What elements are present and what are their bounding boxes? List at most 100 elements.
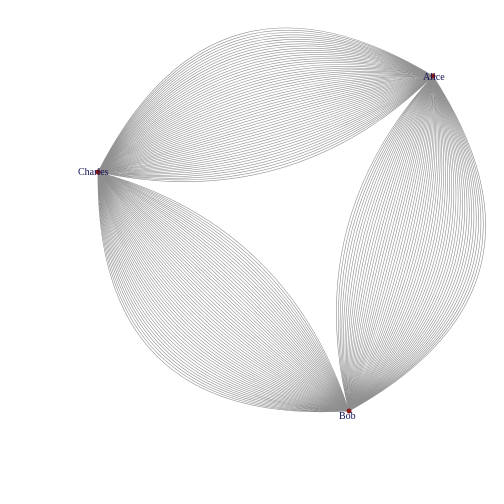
edge-alice-bob <box>348 75 439 412</box>
edge-bob-charles <box>97 171 350 413</box>
edge-alice-charles <box>97 41 434 173</box>
edge-bob-charles <box>97 171 350 412</box>
edge-bob-charles <box>97 171 350 412</box>
edge-alice-bob <box>341 75 434 412</box>
edge-alice-charles <box>97 75 434 173</box>
edge-bob-charles <box>97 171 350 412</box>
node-label-bob: Bob <box>339 411 356 422</box>
edge-bob-charles <box>97 171 350 412</box>
edge-alice-charles <box>97 75 434 181</box>
edge-alice-bob <box>348 75 434 412</box>
edge-alice-charles <box>97 50 434 173</box>
edge-alice-bob <box>348 75 443 412</box>
edge-alice-bob <box>348 75 434 412</box>
edge-bob-charles <box>97 171 350 412</box>
edge-alice-charles <box>97 66 434 173</box>
edge-alice-bob <box>348 75 441 412</box>
edge-alice-bob <box>348 75 472 412</box>
edge-alice-bob <box>339 75 434 412</box>
edge-alice-charles <box>97 75 434 179</box>
edge-bob-charles <box>97 171 350 412</box>
edge-alice-charles <box>97 75 434 173</box>
nodes-layer: Alice Bob Charles <box>78 72 445 422</box>
edge-alice-charles <box>97 75 434 173</box>
edge-alice-bob <box>348 75 470 412</box>
edge-bob-charles <box>97 171 350 412</box>
edge-alice-bob <box>348 75 484 412</box>
edge-alice-bob <box>348 75 434 412</box>
edge-alice-charles <box>97 75 434 173</box>
edge-alice-bob <box>348 75 486 412</box>
edge-alice-bob <box>343 75 434 412</box>
edge-alice-charles <box>97 75 434 173</box>
edge-alice-charles <box>97 75 434 173</box>
edge-alice-bob <box>348 75 434 412</box>
edge-bob-charles <box>97 171 350 412</box>
edge-alice-bob <box>348 75 453 412</box>
edge-alice-charles <box>97 75 434 174</box>
edge-alice-bob <box>348 75 457 412</box>
edge-bob-charles <box>97 171 350 412</box>
edge-bob-charles <box>97 171 350 412</box>
edge-alice-bob <box>348 75 482 412</box>
edge-alice-bob <box>348 75 434 412</box>
edge-alice-charles <box>97 75 434 176</box>
edge-alice-charles <box>97 39 434 173</box>
edge-bob-charles <box>97 171 350 412</box>
edge-bob-charles <box>97 171 350 412</box>
edges-layer <box>97 27 486 413</box>
edge-bob-charles <box>97 171 350 412</box>
edge-bob-charles <box>97 171 350 412</box>
edge-alice-charles <box>97 60 434 173</box>
edge-bob-charles <box>97 171 350 412</box>
edge-alice-charles <box>97 75 434 173</box>
edge-bob-charles <box>97 171 350 412</box>
edge-bob-charles <box>97 171 350 412</box>
edge-alice-charles <box>97 47 434 173</box>
edge-alice-bob <box>348 75 466 412</box>
node-label-charles: Charles <box>78 167 109 178</box>
edge-alice-charles <box>97 58 434 173</box>
edge-bob-charles <box>97 171 350 412</box>
edge-alice-bob <box>348 75 455 412</box>
node-charles <box>95 169 101 175</box>
edge-alice-charles <box>97 73 434 173</box>
edge-bob-charles <box>97 171 350 412</box>
edge-alice-bob <box>348 75 434 412</box>
edge-alice-bob <box>348 75 477 412</box>
edge-bob-charles <box>97 171 350 412</box>
edge-alice-charles <box>97 70 434 173</box>
edge-alice-charles <box>97 69 434 173</box>
edge-alice-bob <box>337 75 434 412</box>
edge-alice-bob <box>348 75 434 412</box>
edge-alice-bob <box>348 75 434 412</box>
edge-alice-bob <box>348 75 435 412</box>
edge-alice-charles <box>97 75 434 173</box>
edge-alice-charles <box>97 75 434 173</box>
edge-alice-charles <box>97 75 434 173</box>
edge-alice-charles <box>97 43 434 173</box>
edge-alice-charles <box>97 64 434 173</box>
edge-bob-charles <box>97 171 350 412</box>
edge-bob-charles <box>97 171 350 412</box>
edge-bob-charles <box>97 171 350 412</box>
edge-bob-charles <box>97 171 350 412</box>
edge-alice-bob <box>348 75 434 412</box>
edge-bob-charles <box>97 171 350 412</box>
edge-alice-charles <box>97 62 434 173</box>
edge-alice-bob <box>348 75 434 412</box>
edge-bob-charles <box>97 171 350 412</box>
edge-alice-bob <box>347 75 434 412</box>
edge-alice-charles <box>97 75 434 173</box>
edge-alice-charles <box>97 75 434 173</box>
node-alice <box>430 73 436 79</box>
edge-alice-charles <box>97 75 434 173</box>
edge-alice-charles <box>97 32 434 173</box>
edge-bob-charles <box>97 171 350 412</box>
edge-bob-charles <box>97 171 350 412</box>
edge-alice-charles <box>97 75 434 173</box>
edge-alice-bob <box>336 75 434 412</box>
edge-alice-charles <box>97 75 434 173</box>
edge-alice-charles <box>97 75 434 173</box>
